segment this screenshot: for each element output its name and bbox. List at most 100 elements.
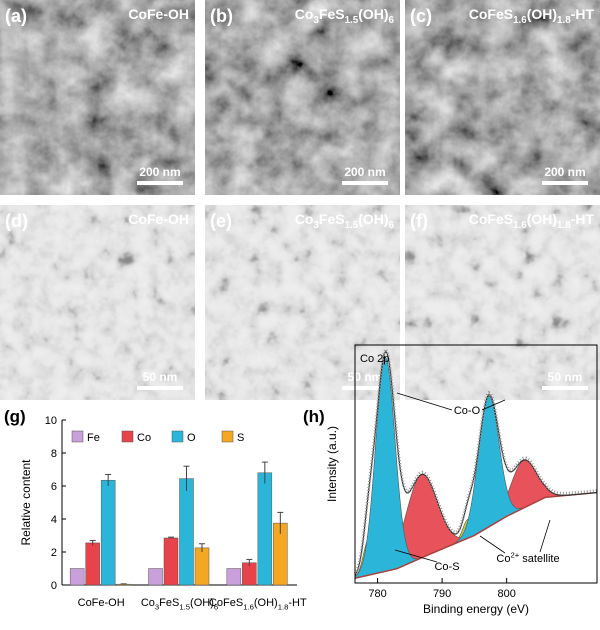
text-part: Co 2p [360,353,389,365]
micrograph [0,205,195,400]
text-part: -HT [288,597,307,609]
panel-label: (c) [410,6,432,26]
leader-line [481,399,506,411]
leader-line [539,519,551,553]
y-axis-label: Relative content [19,459,33,546]
panel-label: (g) [4,407,26,426]
scale-bar [542,386,588,390]
bar [148,568,163,586]
script-text: 1.6 [513,15,527,26]
label: Co 2p [360,353,389,365]
text-part: CoFe-OH [78,597,125,609]
scale-label: 50 nm [348,370,383,384]
micrograph [405,0,600,195]
panel-label: (b) [210,6,233,26]
script-text: 1.6 [513,220,527,231]
label: CoFe-OH [128,6,189,22]
text-part: (OH) [527,211,557,227]
text-part: (OH) [358,211,388,227]
x-tick-label: 790 [433,588,451,600]
scale-label: 50 nm [548,370,583,384]
scale-bar [137,386,183,390]
label: Co3FeS1.5(OH)6 [295,211,395,231]
x-tick-label: 780 [368,588,386,600]
text-part: Co [496,553,510,565]
text-part: -HT [571,211,595,227]
leader-line [396,392,453,411]
bar [179,478,194,586]
label: Co-S [434,561,459,573]
y-tick-label: 0 [51,580,57,592]
script-text: 3 [155,602,159,611]
micrograph [0,0,195,195]
panel-label: (e) [210,211,232,231]
script-text: 1.5 [345,15,359,26]
legend-swatch [171,430,184,443]
script-text: 1.8 [557,15,571,26]
label: CoFeS1.6(OH)1.8-HT [469,211,595,231]
scale-label: 200 nm [139,165,180,179]
micrograph [405,205,600,400]
scale-label: 200 nm [544,165,585,179]
bar [242,562,257,586]
script-text: 1.8 [557,220,571,231]
bar [257,472,273,586]
label: Co2+ satellite [496,551,559,565]
label: CoFe-OH [78,597,125,609]
y-tick-label: 6 [51,481,57,493]
text-part: Co [295,211,314,227]
bar [226,568,242,586]
label: Co-O [454,405,481,417]
text-part: (OH) [254,597,278,609]
y-tick-label: 8 [51,448,57,460]
legend-label: Fe [87,432,100,444]
text-part: (OH) [190,597,214,609]
legend-label: Co [137,432,151,444]
bar [163,537,179,586]
text-part: (OH) [527,6,557,22]
text-part: -HT [571,6,595,22]
panel-label: (f) [410,211,428,231]
text-part: (OH) [358,6,388,22]
text-part: FeS [159,597,179,609]
legend-label: S [237,432,244,444]
x-tick-label: 800 [497,588,515,600]
panel-label: (a) [5,6,27,26]
text-part: satellite [519,553,559,565]
text-part: Co-O [454,405,481,417]
background-line [354,491,598,579]
scale-label: 50 nm [143,370,178,384]
bar [194,547,210,586]
script-text: 6 [389,15,395,26]
label: Co3FeS1.5(OH)6 [141,597,218,611]
text-part: CoFeS [209,597,243,609]
label: CoFe-OH [128,211,189,227]
fit-envelope [354,350,598,576]
scale-bar [342,181,388,185]
script-text: 1.8 [278,602,289,611]
script-text: 2+ [510,551,519,560]
label: CoFeS1.6(OH)1.8-HT [209,597,307,611]
text-part: Co [141,597,155,609]
legend-swatch [121,430,134,443]
text-part: FeS [319,211,345,227]
scale-bar [137,181,183,185]
text-part: Co [295,6,314,22]
bar [69,568,85,586]
script-text: 3 [313,15,319,26]
label: Co3FeS1.5(OH)6 [295,6,395,26]
x-axis-label: Binding energy (eV) [423,602,529,616]
leader-line [479,535,506,554]
legend-swatch [221,430,234,443]
bar [100,479,116,586]
text-part: CoFeS [469,211,513,227]
panel-label: (d) [5,211,28,231]
scale-bar [342,386,388,390]
script-text: 1.6 [243,602,254,611]
y-tick-label: 4 [51,514,57,526]
scale-label: 200 nm [344,165,385,179]
text-part: CoFe-OH [128,6,189,22]
leader-line [394,549,438,563]
y-tick-label: 2 [51,547,57,559]
